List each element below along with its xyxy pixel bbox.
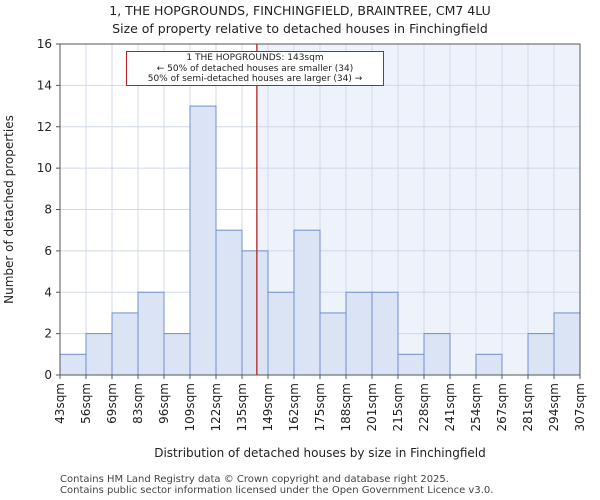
bar-281sqm (527, 333, 555, 376)
bar-201sqm (371, 291, 399, 376)
bar-294sqm (553, 312, 581, 376)
x-tick-label-241sqm: 241sqm (443, 383, 457, 431)
x-tick-label-201sqm: 201sqm (365, 383, 379, 431)
x-tick-label-135sqm: 135sqm (235, 383, 249, 431)
y-tick-label: 12 (37, 120, 52, 134)
y-tick-label: 14 (37, 78, 52, 92)
bar-122sqm (215, 229, 243, 376)
chart-subtitle: Size of property relative to detached ho… (112, 21, 488, 36)
bar-254sqm (475, 353, 503, 376)
footer-copyright: Contains HM Land Registry data © Crown c… (60, 474, 449, 485)
y-tick-label: 6 (44, 244, 52, 258)
x-tick-label-228sqm: 228sqm (417, 383, 431, 431)
x-tick-label-122sqm: 122sqm (209, 383, 223, 431)
x-tick-label-254sqm: 254sqm (469, 383, 483, 431)
annotation-line-3: 50% of semi-detached houses are larger (… (147, 74, 363, 84)
annotation-line-1: 1 THE HOPGROUNDS: 143sqm (186, 53, 324, 63)
property-annotation: 1 THE HOPGROUNDS: 143sqm ← 50% of detach… (126, 51, 384, 86)
x-tick-label-109sqm: 109sqm (183, 383, 197, 431)
footer-licence: Contains public sector information licen… (60, 485, 494, 496)
bar-135sqm (241, 250, 269, 376)
y-tick-label: 0 (44, 368, 52, 382)
bar-228sqm (423, 333, 451, 376)
x-tick-label-215sqm: 215sqm (391, 383, 405, 431)
x-tick-label-188sqm: 188sqm (339, 383, 353, 431)
y-tick-label: 10 (37, 161, 52, 175)
x-tick-label-149sqm: 149sqm (261, 383, 275, 431)
bar-96sqm (163, 333, 191, 376)
x-tick-label-281sqm: 281sqm (521, 383, 535, 431)
bar-215sqm (397, 353, 425, 376)
x-tick-label-56sqm: 56sqm (79, 383, 93, 424)
bar-43sqm (59, 353, 87, 376)
bar-69sqm (111, 312, 139, 376)
x-tick-label-69sqm: 69sqm (105, 383, 119, 424)
bar-149sqm (267, 291, 295, 376)
bar-83sqm (137, 291, 165, 376)
x-tick-label-294sqm: 294sqm (547, 383, 561, 431)
y-tick-label: 8 (44, 203, 52, 217)
y-tick-label: 4 (44, 285, 52, 299)
bar-109sqm (189, 105, 217, 376)
x-tick-label-162sqm: 162sqm (287, 383, 301, 431)
bar-56sqm (85, 333, 113, 376)
bar-188sqm (345, 291, 373, 376)
x-tick-label-96sqm: 96sqm (157, 383, 171, 424)
bar-175sqm (319, 312, 347, 376)
y-tick-label: 2 (44, 327, 52, 341)
y-tick-label: 16 (37, 37, 52, 51)
chart-title: 1, THE HOPGROUNDS, FINCHINGFIELD, BRAINT… (109, 3, 491, 18)
x-tick-label-307sqm: 307sqm (573, 383, 587, 431)
x-tick-label-175sqm: 175sqm (313, 383, 327, 431)
annotation-line-2: ← 50% of detached houses are smaller (34… (156, 63, 354, 74)
x-tick-label-83sqm: 83sqm (131, 383, 145, 424)
x-axis-label: Distribution of detached houses by size … (154, 446, 486, 460)
x-tick-label-267sqm: 267sqm (495, 383, 509, 431)
x-tick-label-43sqm: 43sqm (53, 383, 67, 424)
y-axis-label: Number of detached properties (2, 115, 16, 304)
bar-162sqm (293, 229, 321, 376)
